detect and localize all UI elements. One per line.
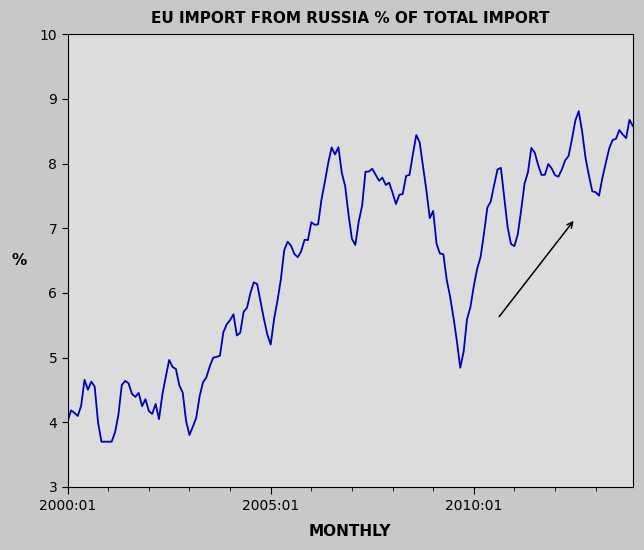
Y-axis label: %: % (11, 253, 26, 268)
Title: EU IMPORT FROM RUSSIA % OF TOTAL IMPORT: EU IMPORT FROM RUSSIA % OF TOTAL IMPORT (151, 11, 549, 26)
X-axis label: MONTHLY: MONTHLY (309, 524, 392, 539)
